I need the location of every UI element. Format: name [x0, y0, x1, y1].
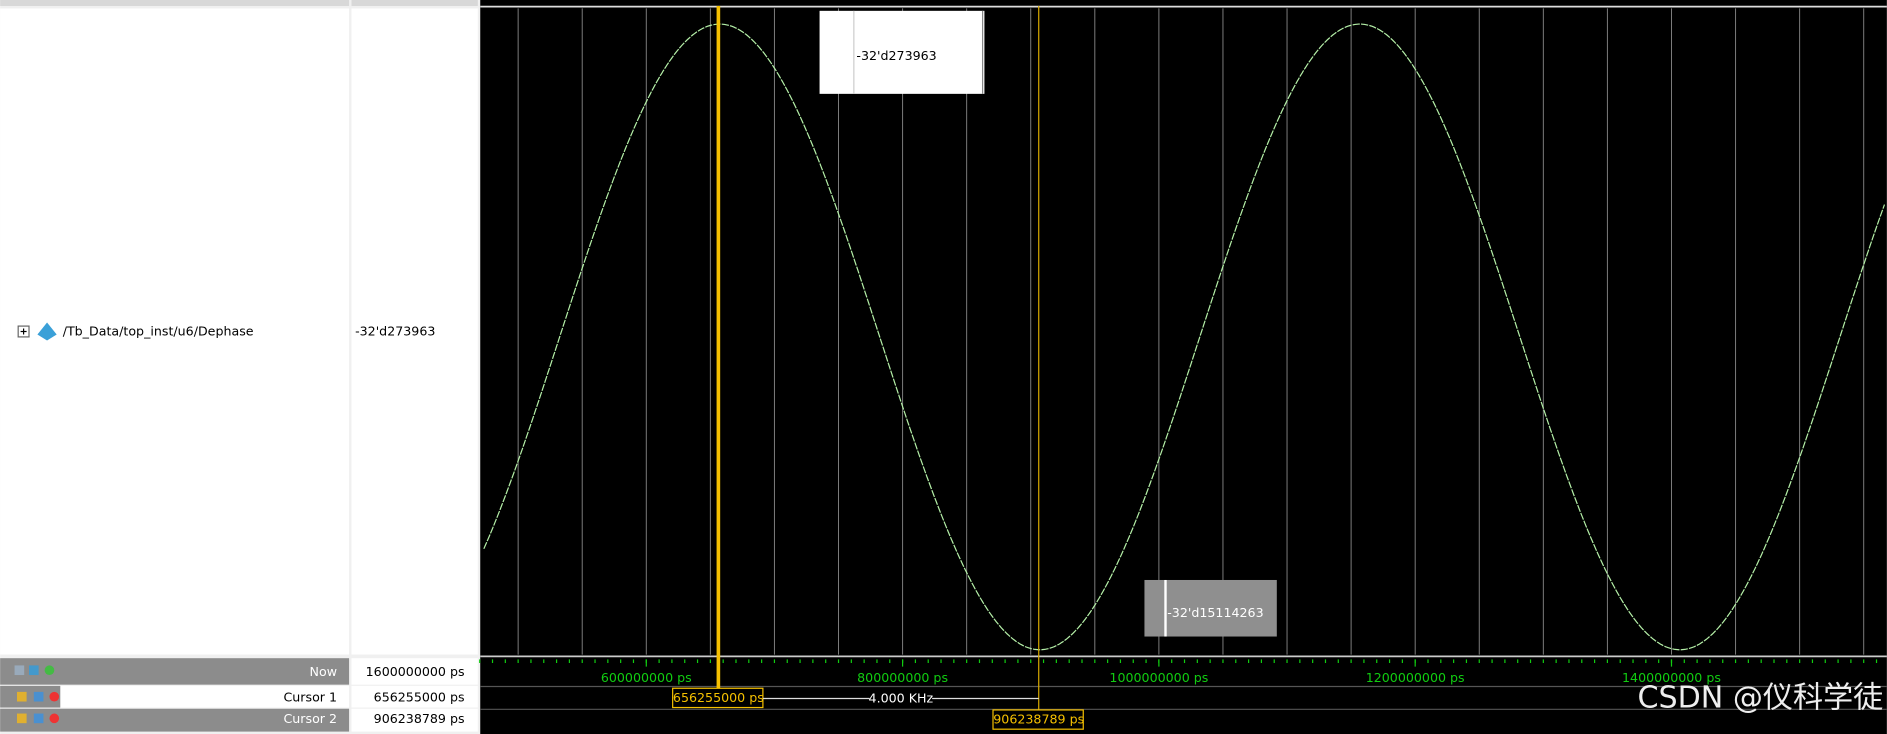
cursor-delta-bg — [869, 690, 933, 707]
axis-tick-label: 1200000000 ps — [1366, 670, 1465, 685]
lock-icon[interactable] — [16, 691, 27, 702]
tooltip-text: -32'd273963 — [856, 48, 936, 63]
now-value-cell — [351, 658, 478, 685]
cursor-value-cell — [351, 708, 478, 732]
cursor-icons-cell — [0, 685, 61, 708]
overlay: 656255000 ps 906238789 ps 4.000 KHz — [672, 6, 1084, 730]
cursor-value: 656255000 ps — [374, 689, 465, 704]
top-row — [351, 0, 478, 7]
tooltip — [819, 10, 985, 94]
now-label: Now — [310, 664, 338, 679]
delete-cursor-icon[interactable] — [49, 713, 60, 724]
cursor-delta: 4.000 KHz — [869, 691, 934, 706]
watermark: CSDN @仪科学徒 — [1638, 681, 1884, 716]
delete-cursor-icon[interactable] — [49, 691, 60, 702]
axis-tick-label: 800000000 ps — [857, 670, 948, 685]
top-row — [0, 0, 350, 7]
signal-pane — [0, 8, 350, 655]
cursor-row — [0, 708, 350, 732]
axis-tick-label: 1400000000 ps — [1622, 670, 1721, 685]
axis-tick-label: 1000000000 ps — [1109, 670, 1208, 685]
add-cursor-icon[interactable] — [44, 665, 55, 676]
cursor-name[interactable]: Cursor 2 — [284, 711, 338, 726]
cursor-label: 906238789 ps — [993, 712, 1084, 727]
toolbar-icon[interactable] — [14, 665, 25, 676]
cursor-name[interactable]: Cursor 1 — [284, 689, 338, 704]
edit-icon[interactable] — [33, 713, 44, 724]
grid: 600000000 ps 800000000 ps 1000000000 ps 120… — [479, 8, 1878, 685]
value-pane — [351, 8, 478, 655]
edit-icon[interactable] — [33, 691, 44, 702]
signal-icon — [37, 322, 57, 341]
signal-name[interactable]: /Tb_Data/top_inst/u6/Dephase — [63, 324, 254, 339]
tooltip-text: -32'd15114263 — [1167, 605, 1263, 620]
cursor-value: 906238789 ps — [374, 711, 465, 726]
cursor-row — [0, 685, 350, 708]
cursor-label: 656255000 ps — [673, 690, 764, 705]
toolbar-icon[interactable] — [29, 665, 39, 676]
axis-tick-label: 600000000 ps — [601, 670, 692, 685]
now-row — [0, 658, 350, 685]
cursor-label-box — [992, 709, 1084, 730]
cursor-value-cell — [351, 685, 478, 708]
signal-value: -32'd273963 — [355, 324, 435, 339]
now-value: 1600000000 ps — [366, 664, 465, 679]
lock-icon[interactable] — [16, 713, 27, 724]
